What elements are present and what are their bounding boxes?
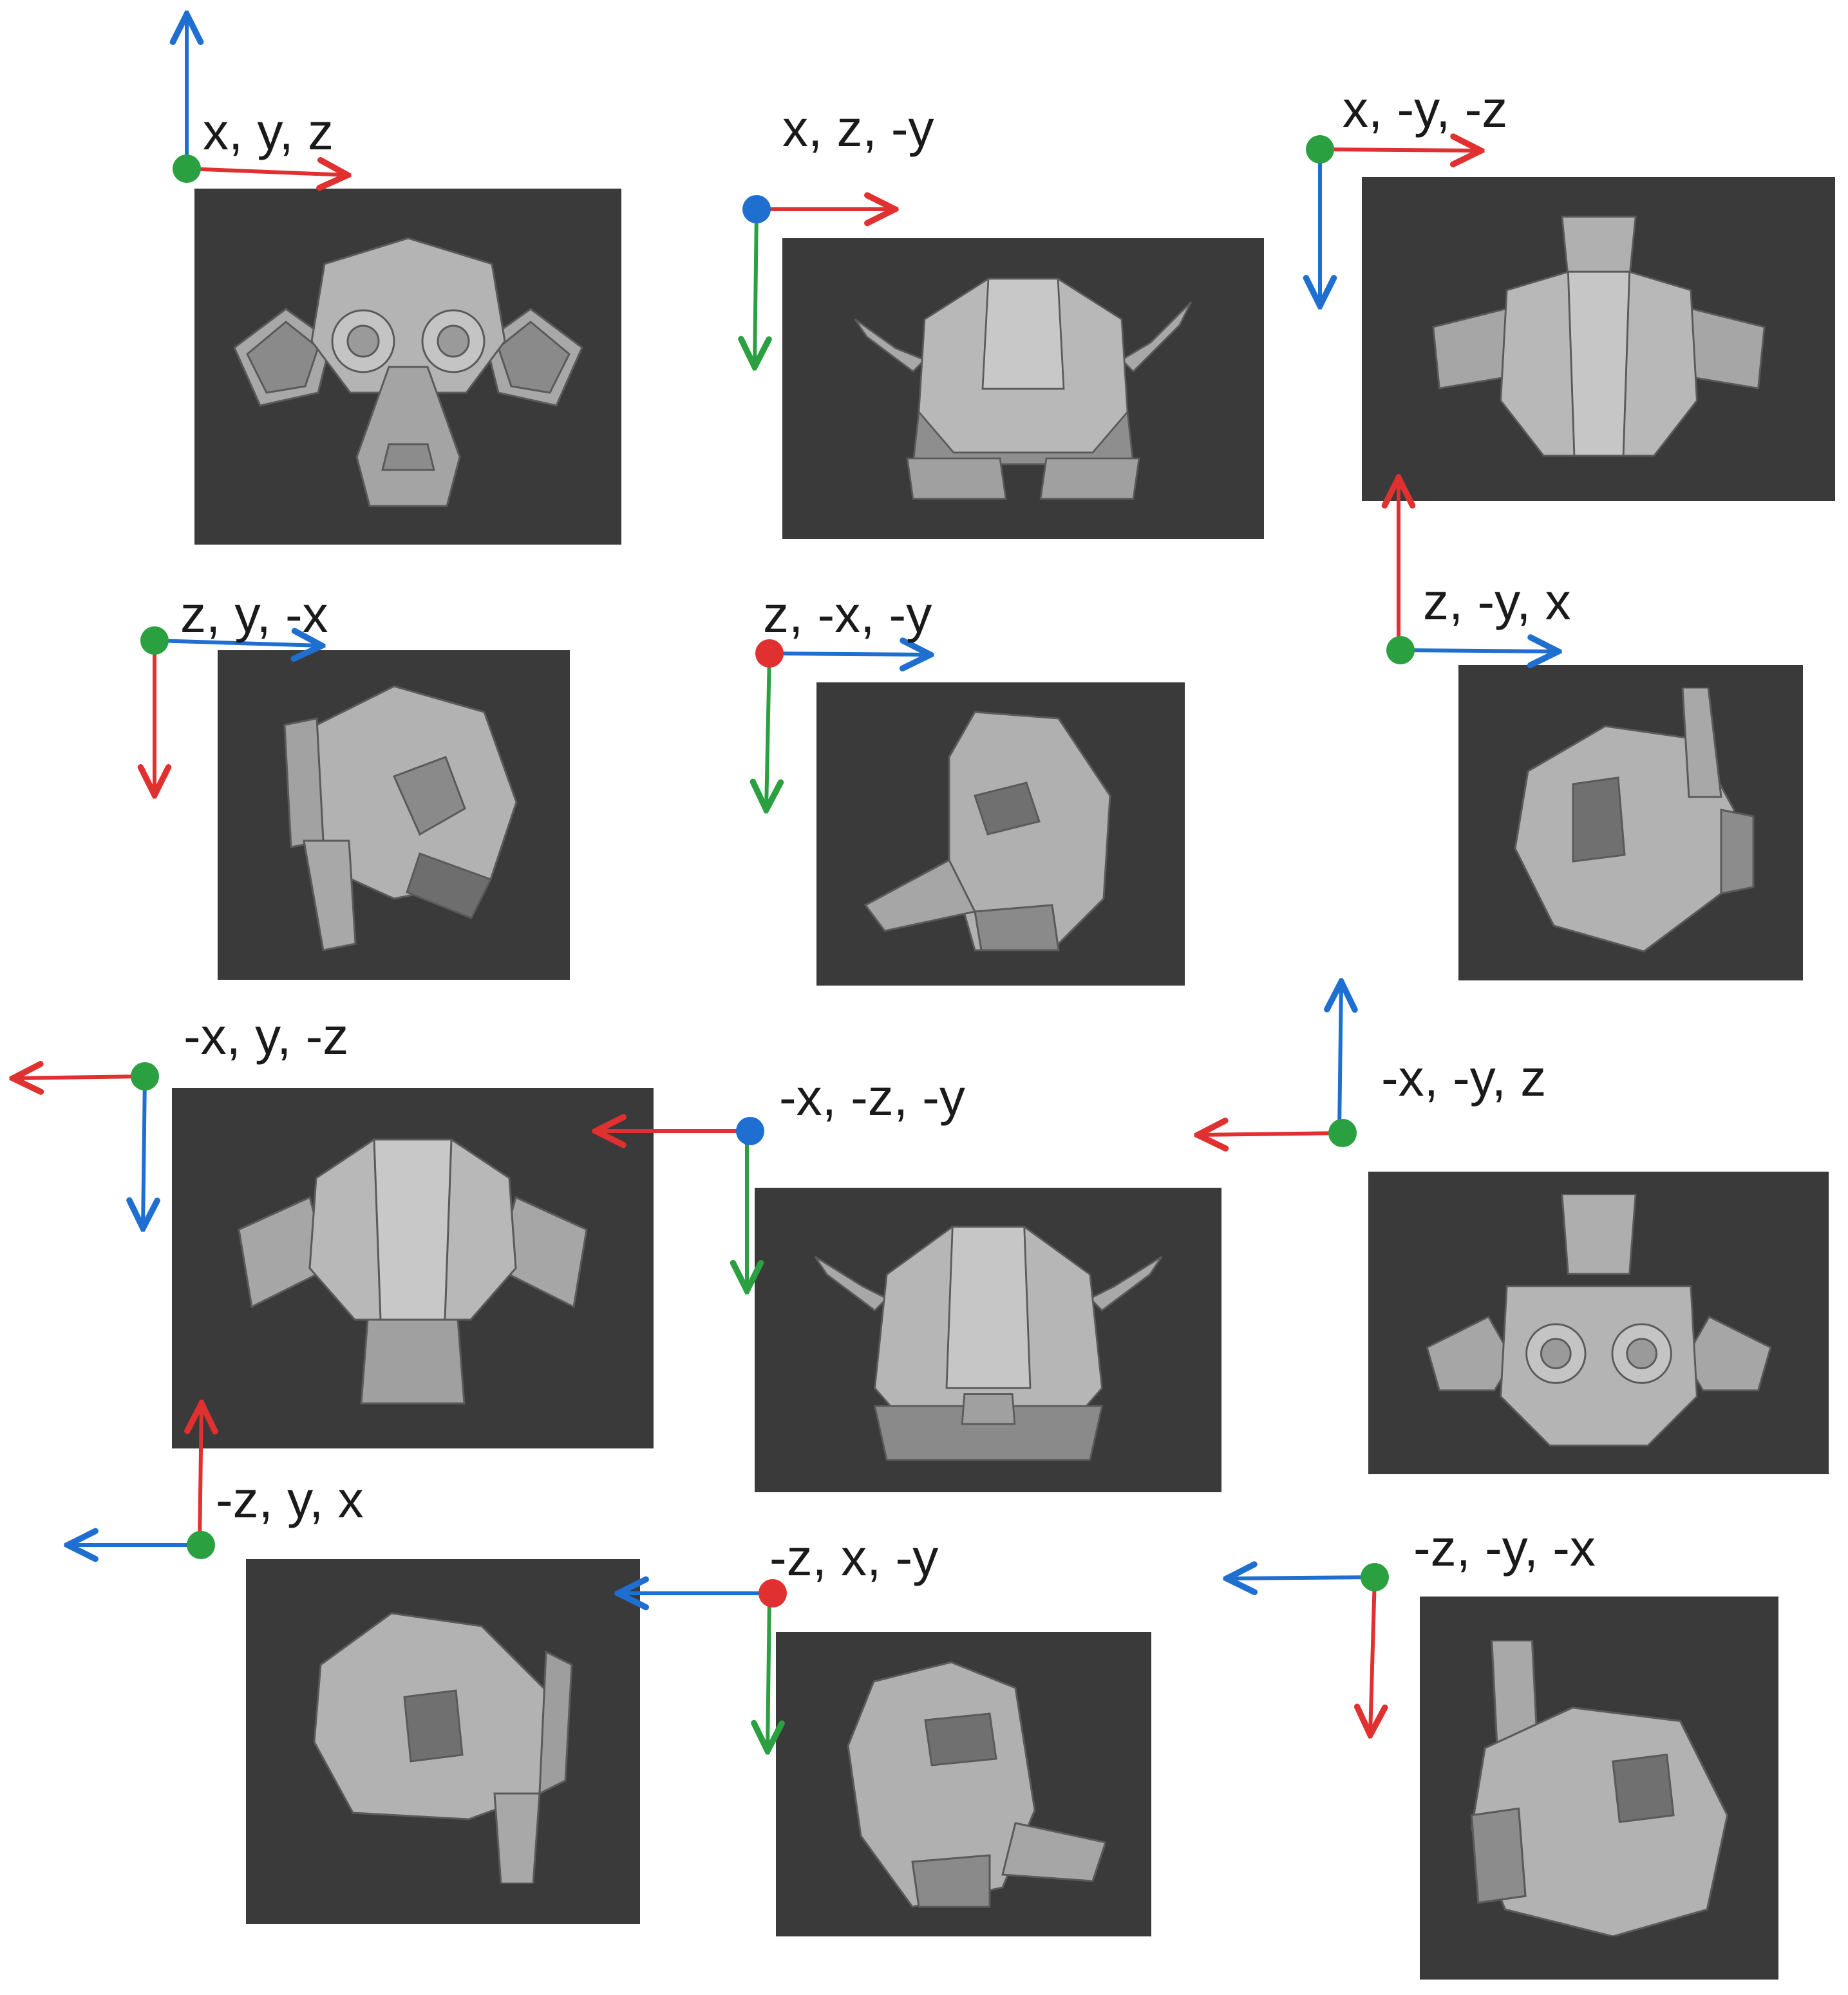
panel-label-7: -x, y, -z xyxy=(184,1007,349,1065)
z-axis-arrow xyxy=(1227,1577,1377,1578)
panel-label-11: -z, x, -y xyxy=(769,1529,939,1586)
monkey-head-side-left-2 xyxy=(1470,1640,1728,1936)
panel-label-2: x, z, -y xyxy=(782,100,934,157)
monkey-head-oblique-left xyxy=(863,710,1111,951)
monkey-head-top-flipped xyxy=(814,1225,1162,1461)
monkey-head-oblique-right xyxy=(846,1660,1106,1908)
monkey-head-top xyxy=(854,277,1193,500)
origin-dot-blue xyxy=(736,1117,764,1145)
x-axis-arrow xyxy=(13,1076,147,1078)
panel-label-12: -z, -y, -x xyxy=(1413,1519,1596,1577)
monkey-head-bottom xyxy=(1431,215,1766,456)
origin-dot-green xyxy=(1361,1563,1389,1591)
origin-dot-green xyxy=(1328,1119,1357,1147)
viewport-4 xyxy=(218,650,570,980)
panel-label-6: z, -y, x xyxy=(1423,573,1571,630)
panel-label-1: x, y, z xyxy=(203,103,334,160)
viewport-3 xyxy=(1362,177,1835,501)
x-axis-arrow xyxy=(1318,149,1481,151)
axis-gizmo-12 xyxy=(1227,1563,1389,1735)
viewport-5 xyxy=(816,682,1185,986)
axis-gizmo-11 xyxy=(618,1579,787,1751)
origin-dot-blue xyxy=(742,195,771,223)
viewport-6 xyxy=(1458,665,1803,980)
y-axis-arrow xyxy=(766,651,769,810)
viewport-1 xyxy=(194,189,621,545)
origin-dot-green xyxy=(1386,636,1415,664)
panel-label-10: -z, y, x xyxy=(216,1471,364,1528)
viewport-10 xyxy=(246,1559,640,1924)
panel-label-9: -x, -y, z xyxy=(1381,1049,1547,1107)
viewport-8 xyxy=(755,1188,1221,1492)
z-axis-arrow xyxy=(143,1074,145,1228)
monkey-head-back xyxy=(238,1138,588,1405)
monkey-head-front-inverted xyxy=(1426,1194,1771,1447)
z-axis-arrow xyxy=(1339,982,1341,1132)
origin-dot-green xyxy=(1306,135,1334,164)
viewport-7 xyxy=(172,1088,654,1448)
monkey-head-front xyxy=(232,236,583,507)
y-axis-arrow xyxy=(768,1595,769,1751)
panel-label-5: z, -x, -y xyxy=(763,586,932,643)
origin-dot-green xyxy=(131,1062,159,1091)
monkey-head-side-left xyxy=(283,685,518,951)
origin-dot-red xyxy=(755,639,784,668)
viewport-9 xyxy=(1368,1172,1829,1474)
origin-dot-green xyxy=(173,155,201,183)
origin-dot-green xyxy=(187,1531,215,1559)
axis-gizmo-6 xyxy=(1386,478,1558,664)
monkey-head-side-right xyxy=(1513,688,1754,953)
viewport-12 xyxy=(1420,1597,1778,1980)
panel-label-8: -x, -z, -y xyxy=(779,1069,965,1126)
panel-label-4: z, y, -x xyxy=(180,586,328,643)
panel-label-3: x, -y, -z xyxy=(1343,80,1508,138)
x-axis-arrow xyxy=(185,169,348,175)
x-axis-arrow xyxy=(1198,1133,1344,1135)
origin-dot-green xyxy=(140,626,169,655)
axis-gizmo-7 xyxy=(13,1062,159,1228)
viewport-2 xyxy=(782,238,1264,539)
viewport-11 xyxy=(776,1632,1151,1936)
z-axis-arrow xyxy=(768,653,930,655)
y-axis-arrow xyxy=(755,207,757,367)
monkey-head-side-right-2 xyxy=(313,1611,573,1884)
x-axis-arrow xyxy=(1370,1575,1375,1735)
axis-gizmo-9 xyxy=(1198,982,1357,1147)
z-axis-arrow xyxy=(1399,650,1558,651)
